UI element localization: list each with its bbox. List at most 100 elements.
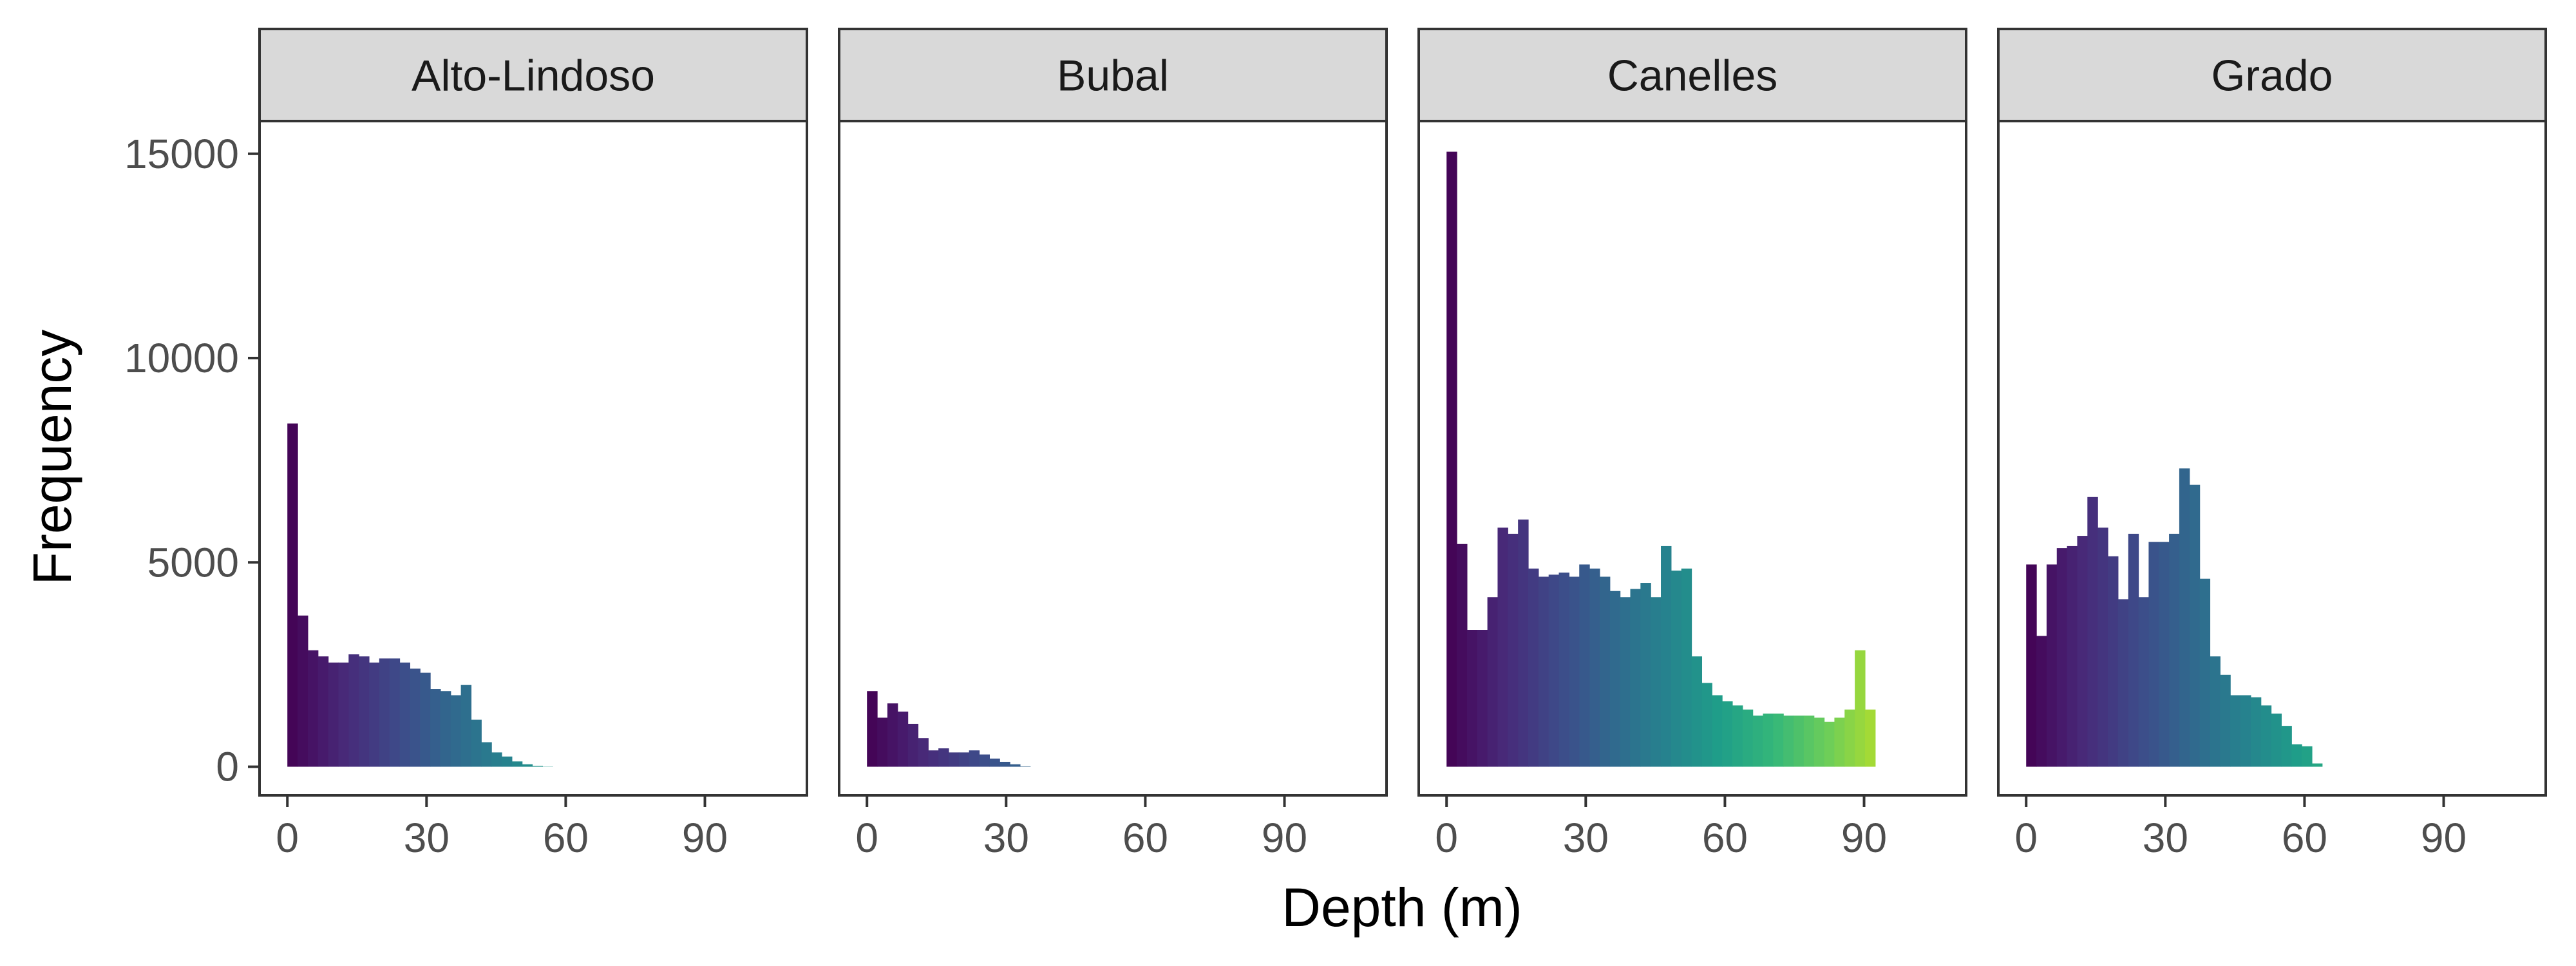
histogram-bar xyxy=(1855,650,1866,767)
histogram-bar xyxy=(481,742,492,767)
histogram-bar xyxy=(2087,497,2098,767)
histogram-bar xyxy=(949,752,960,767)
histogram-bar xyxy=(338,662,349,767)
histogram-bar xyxy=(867,691,878,767)
histogram-bar xyxy=(1814,717,1825,767)
histogram-bar xyxy=(1864,709,1876,767)
y-axis-title: Frequency xyxy=(22,330,82,585)
x-tick-label: 30 xyxy=(2143,815,2188,861)
histogram-bar xyxy=(1538,576,1549,767)
x-tick-label: 90 xyxy=(2421,815,2467,861)
x-tick-label: 60 xyxy=(1702,815,1748,861)
histogram-bar xyxy=(410,668,421,767)
histogram-bar xyxy=(1763,714,1774,767)
histogram-bar xyxy=(440,691,451,767)
histogram-bar xyxy=(2067,545,2078,767)
y-tick-label: 10000 xyxy=(124,335,239,381)
histogram-bar xyxy=(1487,597,1499,767)
histogram-bar xyxy=(1732,705,1743,767)
x-tick-label: 90 xyxy=(1262,815,1307,861)
histogram-bar xyxy=(430,689,441,767)
histogram-bar xyxy=(307,650,319,767)
x-axis-title: Depth (m) xyxy=(1282,877,1522,938)
x-tick-label: 60 xyxy=(2282,815,2327,861)
histogram-bar xyxy=(2260,705,2272,767)
histogram-bar xyxy=(1548,574,1560,767)
histogram-bar xyxy=(399,662,410,767)
facet-strip-label: Bubal xyxy=(1057,52,1169,100)
histogram-bar xyxy=(979,754,990,767)
histogram-bar xyxy=(969,750,980,767)
histogram-bar xyxy=(989,758,1000,767)
histogram-bar xyxy=(460,685,472,767)
histogram-bar xyxy=(1569,576,1580,767)
histogram-bar xyxy=(502,756,513,767)
histogram-bar xyxy=(2220,674,2231,767)
histogram-bar xyxy=(1508,533,1519,767)
histogram-bar xyxy=(1783,715,1794,767)
histogram-bar xyxy=(1691,656,1703,767)
y-tick-label: 15000 xyxy=(124,131,239,177)
panel-background xyxy=(839,121,1387,795)
panels: Alto-Lindoso 0 30 60 90 0 5000 10000 15000 Bubal 0… xyxy=(124,28,2547,861)
histogram-bar xyxy=(1752,715,1764,767)
histogram-bar xyxy=(2240,695,2251,767)
histogram-bar xyxy=(2159,542,2170,767)
x-tick-label: 60 xyxy=(1122,815,1168,861)
histogram-bar xyxy=(2056,548,2068,767)
histogram-bar xyxy=(1620,597,1631,767)
histogram-bar xyxy=(389,658,401,767)
histogram-bar xyxy=(2311,763,2323,767)
histogram-bar xyxy=(348,654,359,767)
panel-bubal: Bubal 0 30 60 90 xyxy=(838,28,1388,861)
histogram-bar xyxy=(450,695,462,767)
histogram-bar xyxy=(2210,656,2221,767)
histogram-bar xyxy=(369,662,380,767)
histogram-bar xyxy=(1446,151,1457,767)
histogram-bar xyxy=(1681,568,1692,767)
histogram-bar xyxy=(2026,564,2037,767)
x-tick-label: 30 xyxy=(983,815,1029,861)
histogram-bar xyxy=(2046,564,2058,767)
histogram-bar xyxy=(918,738,929,767)
x-tick-label: 0 xyxy=(1435,815,1458,861)
histogram-bar xyxy=(1599,576,1611,767)
y-tick-label: 5000 xyxy=(147,539,239,585)
histogram-bar xyxy=(1824,721,1835,767)
histogram-bar xyxy=(2179,468,2190,767)
histogram-bar xyxy=(2036,636,2047,767)
histogram-bar xyxy=(2302,746,2313,767)
histogram-bar xyxy=(1528,568,1539,767)
histogram-bar xyxy=(887,703,898,767)
histogram-bar xyxy=(420,672,431,767)
histogram-bar xyxy=(2189,484,2201,767)
histogram-bar xyxy=(2271,714,2282,767)
histogram-bar xyxy=(298,615,308,767)
histogram-bar xyxy=(1712,695,1723,767)
histogram-bar xyxy=(1019,766,1031,767)
facet-strip-label: Grado xyxy=(2211,52,2333,100)
facet-strip xyxy=(258,28,808,122)
histogram-bar xyxy=(2169,533,2180,767)
histogram-bar xyxy=(1803,715,1815,767)
histogram-bar xyxy=(2250,697,2262,767)
histogram-bar xyxy=(1010,764,1021,767)
x-tick-label: 90 xyxy=(1841,815,1887,861)
histogram-bar xyxy=(1466,630,1478,767)
histogram-bar xyxy=(1477,630,1488,767)
histogram-bar xyxy=(1742,709,1754,767)
facet-strip-label: Canelles xyxy=(1607,52,1778,100)
panel-border xyxy=(258,120,808,797)
histogram-bar xyxy=(2098,527,2108,767)
histogram-bar xyxy=(287,423,298,767)
histogram-bar xyxy=(877,717,888,767)
x-tick-label: 90 xyxy=(682,815,728,861)
x-tick-label: 60 xyxy=(543,815,589,861)
x-tick-label: 0 xyxy=(276,815,299,861)
histogram-bar xyxy=(1701,683,1712,767)
histogram-bar xyxy=(511,761,523,767)
histogram-bar xyxy=(471,719,482,767)
histogram-bar xyxy=(1661,545,1672,767)
histogram-bar xyxy=(2199,578,2211,767)
